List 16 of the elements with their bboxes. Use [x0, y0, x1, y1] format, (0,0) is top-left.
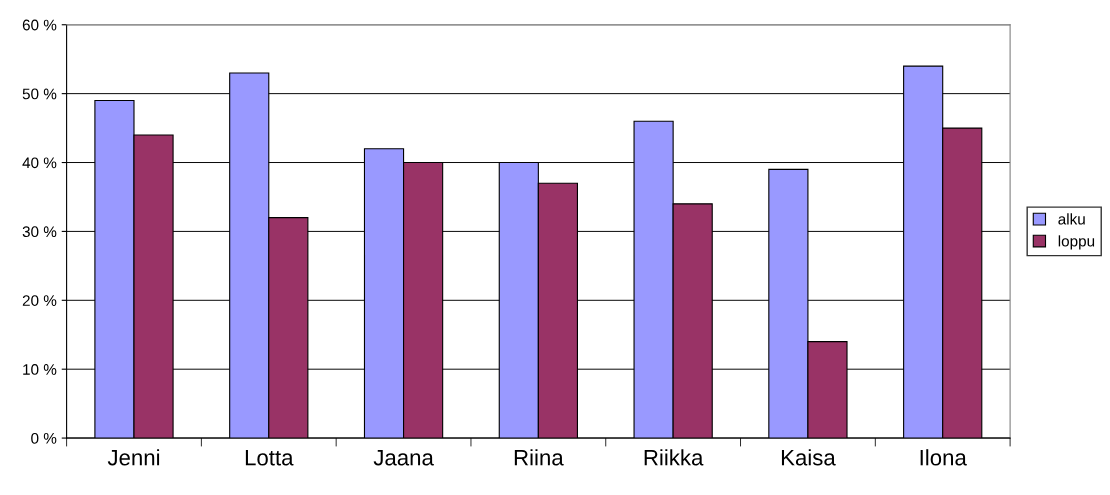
y-tick-label: 60 %: [22, 19, 57, 31]
x-tick-label: Kaisa: [781, 449, 836, 466]
x-tick-label: Jaana: [373, 450, 434, 466]
x-tick-label: Jenni: [107, 449, 160, 466]
y-tick-label: 50 %: [22, 88, 57, 100]
y-tick-label: 0 %: [31, 432, 57, 444]
legend-label: loppu: [1058, 235, 1095, 250]
x-tick-label: Riina: [514, 449, 564, 466]
x-tick-label: Lotta: [245, 450, 294, 466]
legend-label: alku: [1058, 213, 1085, 225]
y-tick-label: 10 %: [23, 364, 57, 375]
y-tick-label: 20 %: [22, 295, 57, 306]
y-tick-label: 30 %: [22, 226, 57, 238]
x-tick-label: Ilona: [920, 449, 967, 466]
y-tick-label: 40 %: [22, 157, 57, 169]
x-tick-label: Riikka: [644, 449, 704, 466]
